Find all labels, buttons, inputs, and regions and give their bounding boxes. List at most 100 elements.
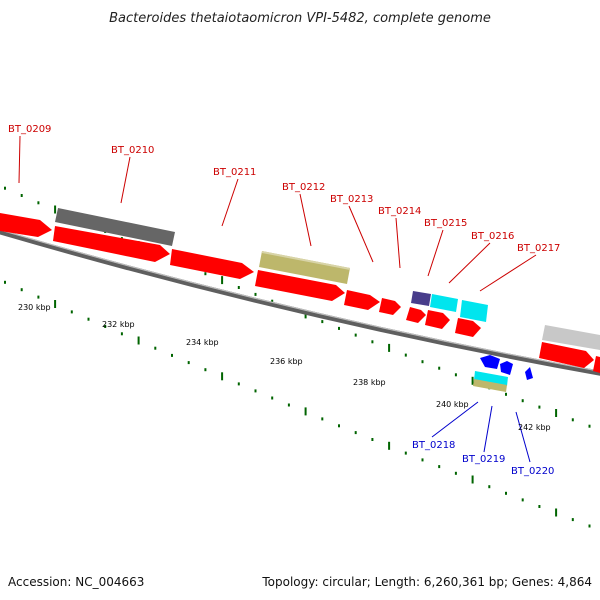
cds-feature[interactable] — [53, 226, 170, 262]
label-connector-line — [18, 135, 21, 184]
gene-feature[interactable] — [55, 208, 175, 246]
gene-label[interactable]: BT_0211 — [213, 167, 256, 178]
minor-tick — [338, 326, 340, 330]
minor-tick — [287, 403, 290, 407]
gene-label[interactable]: BT_0210 — [111, 145, 154, 156]
minor-tick — [321, 320, 324, 324]
gene-label[interactable]: BT_0217 — [517, 243, 560, 254]
minor-tick — [588, 424, 591, 428]
minor-tick — [204, 272, 207, 276]
minor-tick — [371, 438, 374, 441]
cds-feature[interactable] — [170, 249, 254, 279]
scale-label: 236 kbp — [270, 357, 303, 366]
label-connector-line — [431, 401, 479, 438]
inner-tick-track — [4, 280, 591, 528]
gene-label[interactable]: BT_0219 — [462, 454, 505, 465]
minor-tick — [521, 498, 524, 502]
scale-label: 232 kbp — [102, 320, 135, 329]
minor-tick — [338, 424, 340, 428]
genome-backbone — [0, 229, 600, 376]
minor-tick — [505, 392, 507, 396]
reverse-feature[interactable] — [525, 367, 533, 380]
minor-tick — [271, 299, 274, 303]
minor-tick — [321, 417, 324, 421]
reverse-feature[interactable] — [500, 361, 513, 375]
gene-label[interactable]: BT_0215 — [424, 218, 467, 229]
gene-label[interactable]: BT_0218 — [412, 440, 455, 451]
minor-tick — [104, 325, 107, 328]
minor-tick — [438, 465, 441, 469]
minor-tick — [237, 286, 240, 289]
minor-tick — [4, 280, 6, 284]
minor-tick — [538, 505, 541, 508]
minor-tick — [87, 317, 90, 321]
minor-tick — [70, 310, 73, 314]
minor-tick — [571, 418, 574, 422]
gene-label[interactable]: BT_0214 — [378, 206, 421, 217]
major-tick — [471, 475, 474, 484]
rrna-feature[interactable] — [259, 251, 350, 284]
cds-feature[interactable] — [344, 290, 380, 310]
cds-feature[interactable] — [255, 270, 345, 301]
minor-tick — [404, 451, 407, 455]
rrna-feature[interactable] — [262, 251, 350, 270]
trna-feature[interactable] — [474, 371, 508, 386]
cds-feature[interactable] — [379, 298, 401, 315]
gene-label[interactable]: BT_0220 — [511, 466, 554, 477]
gene-label[interactable]: BT_0209 — [8, 124, 51, 135]
minor-tick — [20, 288, 23, 292]
map-title: Bacteroides thetaiotaomicron VPI-5482, c… — [109, 11, 491, 26]
minor-tick — [538, 405, 541, 409]
cds-feature[interactable] — [593, 356, 600, 373]
gene-labels-bottom: BT_0218 BT_0219 BT_0220 — [412, 440, 554, 477]
minor-tick — [254, 389, 257, 393]
minor-tick — [588, 524, 591, 528]
trna-feature[interactable] — [460, 300, 488, 322]
minor-tick — [271, 396, 274, 400]
accession-text: Accession: NC_004663 — [8, 575, 144, 589]
minor-tick — [187, 361, 190, 365]
major-tick — [221, 276, 224, 285]
major-tick — [388, 441, 391, 450]
major-tick — [54, 300, 57, 308]
major-tick — [54, 205, 57, 214]
cds-feature[interactable] — [455, 318, 481, 337]
topology-text: Topology: circular; Length: 6,260,361 bp… — [261, 575, 592, 589]
gene-feature[interactable] — [542, 325, 600, 350]
minor-tick — [454, 373, 457, 377]
minor-tick — [120, 332, 123, 336]
label-connector-line — [221, 178, 239, 227]
label-connector-line — [299, 193, 312, 247]
cds-feature[interactable] — [0, 213, 52, 237]
minor-tick — [37, 295, 40, 299]
minor-tick — [154, 346, 157, 350]
misc-feature[interactable] — [411, 291, 431, 306]
scale-label: 242 kbp — [518, 423, 551, 432]
major-tick — [388, 343, 391, 352]
feature-track — [0, 208, 600, 392]
minor-tick — [254, 292, 257, 296]
minor-tick — [438, 366, 441, 370]
label-connector-line — [427, 229, 444, 277]
cds-feature[interactable] — [539, 342, 594, 368]
label-connector-line — [479, 254, 537, 292]
minor-tick — [354, 333, 357, 337]
minor-tick — [454, 471, 457, 475]
gene-label[interactable]: BT_0216 — [471, 231, 514, 242]
minor-tick — [171, 353, 173, 357]
rrna-feature[interactable] — [473, 379, 507, 392]
trna-feature[interactable] — [430, 294, 458, 312]
minor-tick — [204, 368, 207, 372]
major-tick — [471, 376, 474, 385]
gene-label[interactable]: BT_0213 — [330, 194, 373, 205]
reverse-feature[interactable] — [480, 355, 500, 369]
gene-label[interactable]: BT_0212 — [282, 182, 325, 193]
label-connector-line — [448, 242, 491, 284]
scale-label: 230 kbp — [18, 303, 51, 312]
cds-feature[interactable] — [425, 310, 450, 329]
minor-tick — [488, 485, 491, 489]
minor-tick — [421, 360, 424, 364]
scale-label: 240 kbp — [436, 400, 469, 409]
cds-feature[interactable] — [406, 307, 426, 323]
